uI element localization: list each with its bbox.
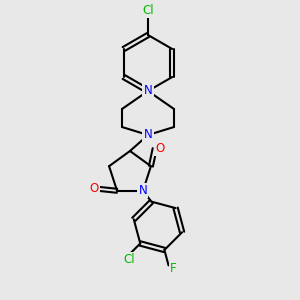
Text: Cl: Cl — [142, 4, 154, 16]
Text: O: O — [89, 182, 99, 195]
Text: O: O — [155, 142, 164, 155]
Text: N: N — [144, 128, 152, 142]
Text: N: N — [144, 85, 152, 98]
Text: Cl: Cl — [123, 253, 135, 266]
Text: N: N — [139, 184, 147, 197]
Text: F: F — [170, 262, 177, 275]
